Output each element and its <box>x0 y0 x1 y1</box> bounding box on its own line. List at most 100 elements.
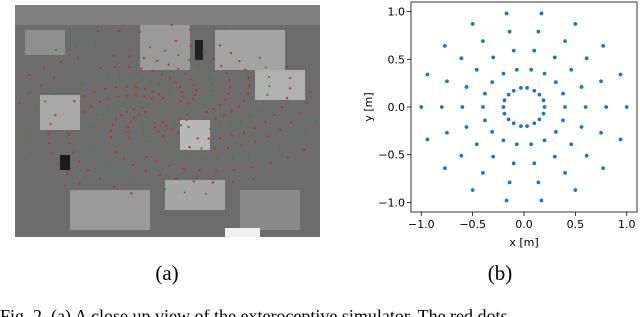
sensor-dot <box>200 147 203 150</box>
sensor-dot <box>267 75 271 79</box>
sensor-dot <box>47 132 50 135</box>
sensor-dot <box>192 180 195 183</box>
point <box>579 125 584 129</box>
sensor-dot <box>115 105 118 108</box>
point <box>601 166 605 170</box>
sensor-dot <box>170 128 173 131</box>
block <box>240 190 300 230</box>
sensor-dot <box>156 130 160 133</box>
sensor-dot <box>135 94 138 97</box>
sensor-dot <box>47 142 50 145</box>
sensor-dot <box>219 126 222 129</box>
sensor-dot <box>140 106 143 109</box>
point <box>561 118 565 123</box>
sensor-dot <box>112 54 115 57</box>
sensor-dot <box>55 49 58 52</box>
block <box>40 95 80 130</box>
sensor-dot <box>304 129 308 132</box>
point <box>490 80 495 85</box>
point <box>624 105 629 109</box>
sensor-dot <box>158 174 161 177</box>
x-axis-label: x [m] <box>509 236 538 249</box>
sensor-dot <box>182 167 185 170</box>
sensor-dot <box>133 116 136 120</box>
x-tick-label: −0.5 <box>459 218 486 231</box>
sensor-dot <box>231 180 234 183</box>
sensor-dot <box>140 67 143 70</box>
sensor-dot <box>185 118 188 121</box>
y-tick-label: −0.5 <box>378 149 405 162</box>
sensor-dot <box>116 95 120 98</box>
point <box>542 138 547 143</box>
sensor-dot <box>144 134 147 138</box>
point <box>584 153 589 158</box>
sensor-dot <box>176 131 180 134</box>
sensor-dot <box>230 110 234 113</box>
sensor-dot <box>151 90 154 93</box>
sensor-dot <box>68 142 71 145</box>
sensor-dot <box>127 66 130 69</box>
block <box>140 25 190 70</box>
sensor-dot <box>278 145 281 148</box>
sensor-dot <box>132 108 136 111</box>
sensor-dot <box>128 136 131 140</box>
sensor-dot <box>151 69 154 73</box>
sensor-dot <box>91 148 94 151</box>
block <box>70 190 150 230</box>
sensor-dot <box>233 168 236 171</box>
point <box>532 121 537 126</box>
sensor-dot <box>110 136 113 139</box>
sensor-dot <box>148 46 152 49</box>
sensor-dot <box>163 86 167 90</box>
sensor-dot <box>149 80 153 83</box>
sensor-dot <box>135 86 138 89</box>
point <box>542 71 547 76</box>
sensor-dot <box>240 144 243 147</box>
sensor-dot <box>80 82 83 85</box>
sensor-dot <box>35 108 39 112</box>
sensor-dot <box>254 126 257 130</box>
sensor-dot <box>183 191 186 194</box>
sensor-dot <box>131 101 134 104</box>
sensor-dot <box>210 89 213 92</box>
point <box>514 67 519 72</box>
sensor-dot <box>109 129 113 132</box>
point <box>491 55 496 60</box>
point <box>541 111 546 116</box>
sensor-dot <box>54 114 57 117</box>
y-tick-label: 1.0 <box>388 6 406 19</box>
sensor-dot <box>219 136 222 139</box>
sensor-dot <box>174 39 178 43</box>
sensor-dot <box>123 102 126 106</box>
sensor-dot <box>215 158 219 161</box>
sensor-dot <box>211 181 214 184</box>
sensor-dot <box>156 59 159 62</box>
point <box>569 67 574 72</box>
sensor-dot <box>190 77 193 81</box>
sensor-dot <box>66 172 69 176</box>
sensor-dot <box>98 100 101 104</box>
sensor-dot <box>303 148 306 151</box>
sensor-dot <box>163 49 167 52</box>
sensor-dot <box>228 86 232 89</box>
sensor-dot <box>251 166 254 169</box>
sensor-dot <box>126 94 129 97</box>
point <box>481 39 485 44</box>
sensor-dot <box>194 93 197 96</box>
sensor-dot <box>193 83 196 86</box>
sensor-dot <box>179 99 182 102</box>
point <box>490 129 495 134</box>
sensor-dot <box>188 58 191 62</box>
sensor-dot <box>167 63 170 66</box>
point <box>459 153 464 158</box>
sensor-dot <box>198 169 201 172</box>
sensor-dot <box>273 114 276 117</box>
sensor-dot <box>53 92 56 95</box>
sensor-dot <box>141 125 144 128</box>
sensor-dot <box>129 76 133 79</box>
point <box>604 105 609 109</box>
block <box>15 5 320 25</box>
sensor-dot <box>201 158 204 161</box>
sensor-dot <box>204 192 207 196</box>
